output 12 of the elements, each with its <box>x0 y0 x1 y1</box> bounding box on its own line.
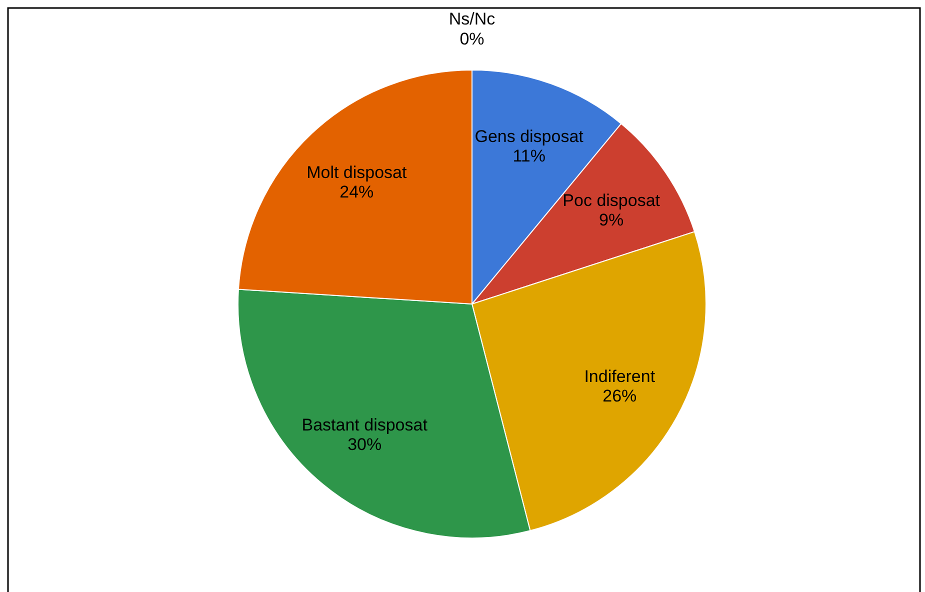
data-label: 26% <box>602 386 637 406</box>
data-label: 11% <box>512 146 546 166</box>
text: 0% <box>460 29 484 48</box>
slice-label: Bastant disposat <box>302 415 428 434</box>
data-label: 9% <box>599 210 624 230</box>
slice-label: Indiferent <box>584 366 656 386</box>
slice-label: Gens disposat <box>474 127 584 146</box>
slice-label: Molt disposat <box>306 162 408 182</box>
slice-label: Poc disposat <box>562 190 660 210</box>
data-label: 24% <box>340 182 374 202</box>
data-label: 30% <box>348 434 382 454</box>
category-label: Ns/Nc <box>448 10 496 29</box>
